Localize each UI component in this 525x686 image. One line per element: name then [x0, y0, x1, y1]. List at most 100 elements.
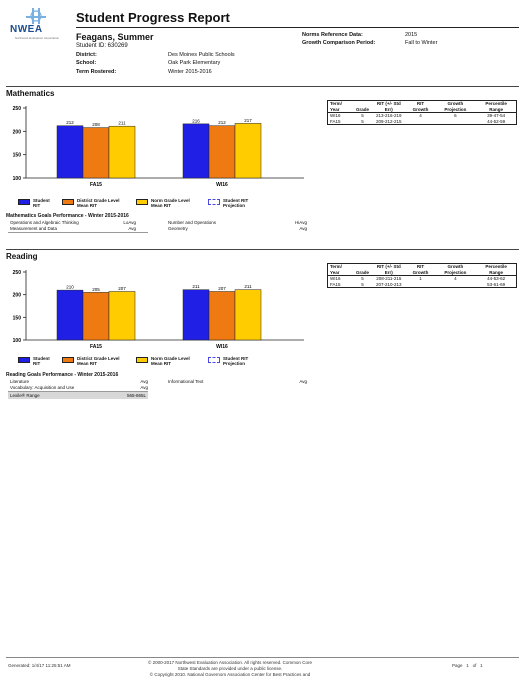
bar: [56, 289, 84, 341]
goal-level: LoAvg: [123, 220, 136, 225]
generated-timestamp: Generated: 1/4/17 11:25:51 AM: [8, 663, 71, 668]
data-label: 205: [92, 287, 100, 292]
table-header-row: Term/ Year Grade RIT (+/- Std Err) RIT G…: [327, 263, 517, 276]
copyright-line-1: © 2000-2017 Northwest Evaluation Associa…: [148, 660, 312, 665]
legend-norm: Norm Grade Level Mean RIT: [151, 198, 190, 208]
math-goals-title: Mathematics Goals Performance - Winter 2…: [6, 213, 129, 219]
school-label: School:: [76, 60, 97, 66]
growth-period-label: Growth Comparison Period:: [302, 40, 376, 46]
y-tick-label: 250: [13, 270, 22, 276]
col-rit: RIT (+/- Std Err): [370, 263, 407, 276]
table-row: WI16 5 208-211-215 1 4 44-53-62: [328, 276, 517, 282]
student-name: Feagans, Summer: [76, 32, 154, 42]
student-id: Student ID: 630269: [76, 43, 128, 49]
footer-divider: [6, 657, 519, 658]
cell-term: FA15: [330, 281, 341, 287]
data-label: 210: [66, 285, 74, 290]
legend-projection: Student RIT Projection: [223, 356, 249, 366]
cell-grade: 5: [361, 281, 364, 287]
legend-swatch-district: [62, 357, 74, 363]
legend-swatch-student: [18, 199, 30, 205]
math-rit-chart: 100 150 200 250 212 208 211 FA15 216 212 217 WI16: [13, 106, 304, 188]
lexile-label: Lexile® Range: [10, 393, 40, 398]
bar: [234, 123, 262, 179]
table-header-row: Term/ Year Grade RIT (+/- Std Err) RIT G…: [327, 100, 517, 113]
cell-rit: 207-210-213: [376, 281, 402, 287]
data-label: 211: [118, 121, 126, 126]
cell-grade: 5: [361, 113, 364, 118]
cell-growth-projection: 4: [454, 276, 457, 281]
page-of: of: [472, 663, 477, 668]
data-label: 212: [66, 120, 74, 125]
legend-student: Student RIT: [33, 198, 50, 208]
district-value: Des Moines Public Schools: [168, 52, 235, 58]
cell-term: FA15: [330, 118, 341, 124]
cell-term: WI16: [330, 276, 341, 281]
cell-rit: 213-216-219: [376, 113, 402, 118]
legend-swatch-district: [62, 199, 74, 205]
cell-rit: 208-211-215: [376, 276, 402, 281]
data-label: 212: [218, 120, 226, 125]
cell-percentile: 39-47-54: [487, 113, 506, 118]
cell-growth-projection: [434, 119, 476, 125]
goal-name: Informational Text: [168, 379, 204, 384]
copyright-line-2: State Standards are provided under a pub…: [177, 666, 283, 671]
data-label: 217: [244, 118, 252, 123]
legend-projection: Student RIT Projection: [223, 198, 249, 208]
logo-subtext: Northwest Evaluation Association: [14, 36, 60, 40]
legend-swatch-norm: [136, 357, 148, 363]
reading-rit-chart: 100 150 200 250 210 205 207 FA15 211 207 211 WI16: [13, 270, 304, 350]
y-tick-label: 150: [13, 153, 22, 159]
data-label: 207: [218, 286, 226, 291]
col-grade: Grade: [353, 263, 371, 276]
goal-name: Vocabulary: Acquisition and Use: [10, 385, 75, 390]
bar: [56, 125, 84, 179]
bar: [182, 289, 210, 341]
legend-student: Student RIT: [33, 356, 50, 366]
logo-text: NWEA: [10, 24, 43, 35]
bar: [208, 125, 236, 179]
math-section-divider: [6, 86, 519, 87]
bar: [234, 289, 262, 341]
goal-name: Number and Operations: [168, 220, 217, 225]
reading-goals-divider: [8, 391, 148, 392]
page-label: Page: [452, 663, 463, 668]
legend-norm: Norm Grade Level Mean RIT: [151, 356, 190, 366]
math-section-title: Mathematics: [6, 89, 55, 98]
data-label: 207: [118, 286, 126, 291]
title-divider: [76, 27, 519, 28]
y-tick-label: 100: [13, 176, 22, 182]
data-label: 216: [192, 118, 200, 123]
goal-level: Avg: [128, 226, 136, 231]
reading-rit-table: Term/ Year Grade RIT (+/- Std Err) RIT G…: [327, 263, 517, 288]
goal-level: Avg: [299, 379, 307, 384]
nwea-logo: [6, 6, 66, 48]
reading-section-divider: [6, 249, 519, 250]
cell-rit-growth: 4: [419, 113, 422, 118]
page-current: 1: [466, 663, 469, 668]
bar: [82, 292, 110, 341]
goal-level: HiAvg: [295, 220, 307, 225]
reading-section-title: Reading: [6, 252, 38, 261]
legend-district: District Grade Level Mean RIT: [77, 198, 120, 208]
bar: [82, 127, 110, 179]
norms-label: Norms Reference Data:: [302, 32, 363, 38]
math-rit-table: Term/ Year Grade RIT (+/- Std Err) RIT G…: [327, 100, 517, 125]
goal-name: Operations and Algebraic Thinking: [10, 220, 79, 225]
col-percentile: Percentile Range: [476, 263, 517, 276]
report-title: Student Progress Report: [76, 10, 230, 25]
legend-swatch-norm: [136, 199, 148, 205]
col-rit: RIT (+/- Std Err): [370, 100, 407, 113]
table-row: FA15 5 207-210-213 53-61-69: [328, 282, 517, 288]
bar: [182, 123, 210, 179]
col-term: Term/ Year: [327, 263, 354, 276]
legend-swatch-projection: [208, 357, 220, 363]
col-rit-growth: RIT Growth: [406, 100, 435, 113]
category-label: FA15: [90, 182, 102, 188]
cell-growth-projection: 6: [454, 113, 457, 118]
math-goals-divider: [8, 232, 148, 233]
category-label: WI16: [216, 344, 228, 350]
legend-swatch-projection: [208, 199, 220, 205]
logo-mark-icon: [26, 8, 46, 24]
goal-name: Geometry: [168, 226, 188, 231]
